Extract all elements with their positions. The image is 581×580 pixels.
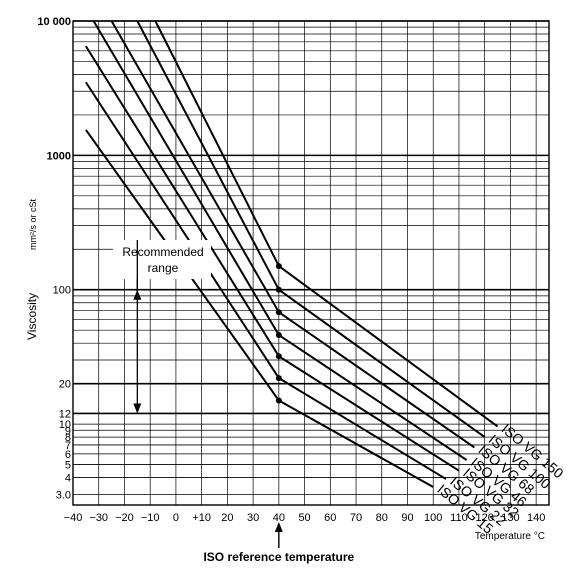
y-axis-title: Viscosity [25, 293, 39, 340]
x-tick-label: 130 [501, 512, 519, 524]
reference-point [275, 397, 282, 404]
reference-point [275, 309, 282, 316]
y-tick-label: 5 [65, 460, 71, 472]
reference-arrow-head [274, 522, 283, 532]
x-tick-label: −20 [115, 512, 134, 524]
x-tick-label: −10 [141, 512, 160, 524]
x-tick-label: 30 [247, 512, 259, 524]
plot-frame [72, 20, 550, 506]
y-tick-label: 7 [65, 440, 71, 452]
x-tick-label: 50 [298, 512, 310, 524]
y-tick-label: 12 [59, 408, 71, 420]
series-line-iso-vg-100 [136, 20, 486, 438]
y-tick-label: 4 [65, 473, 71, 485]
x-tick-label: 20 [221, 512, 233, 524]
x-tick-label: +10 [192, 512, 211, 524]
x-axis-title: Temperature °C [475, 531, 545, 542]
x-tick-label: 0 [173, 512, 179, 524]
range-label-text: range [148, 261, 179, 275]
y-tick-label: 100 [53, 285, 71, 297]
x-tick-label: 100 [424, 512, 442, 524]
x-tick-label: 120 [475, 512, 493, 524]
y-tick-label: 10 [59, 419, 71, 431]
x-tick-label: 40 [273, 512, 285, 524]
y-tick-label: 20 [59, 379, 71, 391]
y-tick-label: 10 000 [37, 16, 71, 28]
x-tick-label: −30 [89, 512, 108, 524]
reference-point [275, 375, 282, 382]
y-tick-label: 1000 [47, 150, 71, 162]
y-tick-label: 8 [65, 432, 71, 444]
reference-temperature-label: ISO reference temperature [203, 550, 354, 564]
y-tick-label: 6 [65, 449, 71, 461]
range-label-box [113, 240, 211, 279]
range-label-text: Recommended [122, 245, 203, 259]
x-tick-label: 140 [527, 512, 545, 524]
series-line-iso-vg-22 [85, 81, 447, 480]
x-tick-label: 110 [450, 512, 468, 524]
recommended-range-annotation: Recommended range [113, 240, 211, 414]
y-axis-unit: mm²/s or cSt [28, 199, 38, 250]
x-tick-label: 80 [376, 512, 388, 524]
y-tick-label: 3.0 [56, 489, 71, 501]
x-tick-label: 70 [350, 512, 362, 524]
reference-arrow [274, 522, 283, 548]
range-arrowhead-down [133, 403, 142, 414]
x-tick-label: 90 [401, 512, 413, 524]
reference-point [275, 332, 282, 339]
x-tick-label: −40 [64, 512, 83, 524]
reference-point [275, 353, 282, 360]
y-tick-label: 9 [65, 425, 71, 437]
reference-point [275, 263, 282, 270]
x-tick-label: 60 [324, 512, 336, 524]
reference-point [275, 286, 282, 293]
